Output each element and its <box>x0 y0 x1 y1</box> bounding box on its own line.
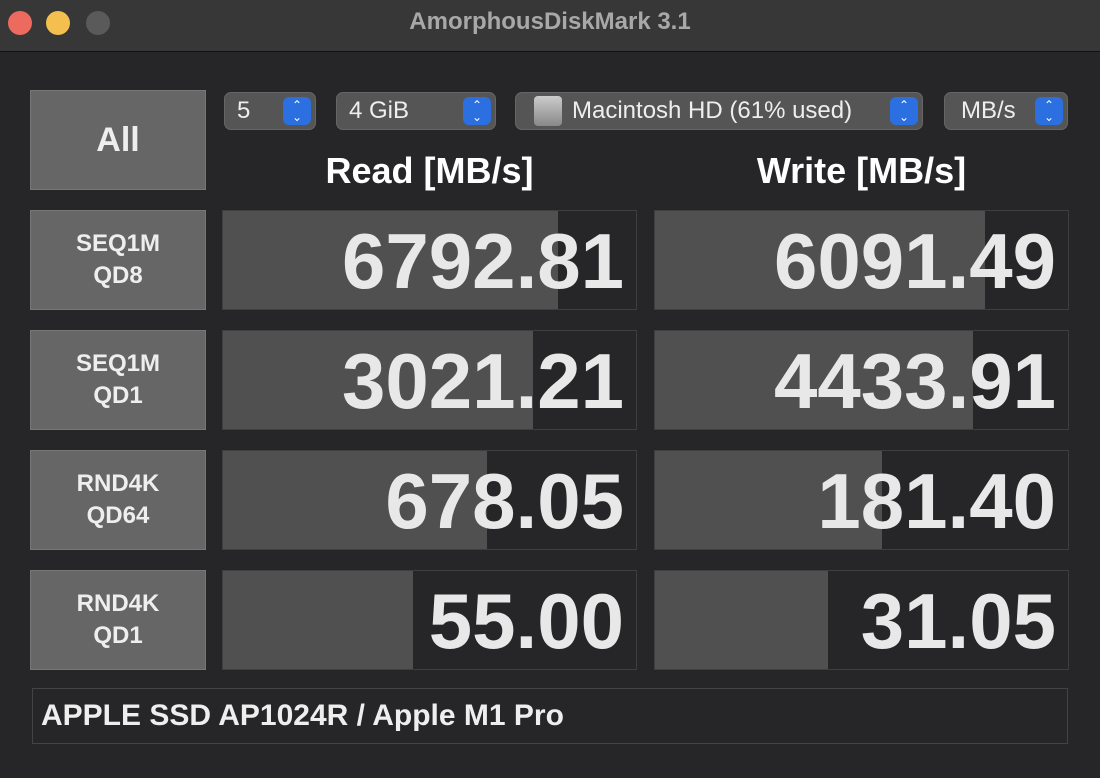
read-bar <box>223 331 533 429</box>
stepper-icon: ⌃ ⌄ <box>1035 97 1063 125</box>
zoom-button[interactable] <box>86 11 110 35</box>
close-button[interactable] <box>8 11 32 35</box>
read-bar <box>223 451 488 549</box>
unit-select[interactable]: MB/s ⌃ ⌄ <box>944 92 1068 130</box>
test-button-0[interactable]: SEQ1M QD8 <box>30 210 206 310</box>
read-result: 678.05 <box>222 450 637 550</box>
all-label: All <box>96 120 140 159</box>
stepper-icon: ⌃ ⌄ <box>890 97 918 125</box>
write-result: 6091.49 <box>654 210 1069 310</box>
write-bar <box>655 211 986 309</box>
write-value: 31.05 <box>860 577 1056 665</box>
read-bar <box>223 211 558 309</box>
test-button-2[interactable]: RND4K QD64 <box>30 450 206 550</box>
write-bar <box>655 331 973 429</box>
read-value: 55.00 <box>428 577 624 665</box>
test-name: RND4K <box>76 470 160 497</box>
all-button[interactable]: All <box>30 90 206 190</box>
write-value: 4433.91 <box>774 337 1056 425</box>
test-queue-depth: QD64 <box>86 502 150 529</box>
write-result: 4433.91 <box>654 330 1069 430</box>
drive-select[interactable]: Macintosh HD (61% used) ⌃ ⌄ <box>515 92 923 130</box>
write-value: 181.40 <box>817 457 1056 545</box>
read-value: 3021.21 <box>342 337 624 425</box>
write-bar <box>655 571 829 669</box>
read-result: 6792.81 <box>222 210 637 310</box>
test-button-3[interactable]: RND4K QD1 <box>30 570 206 670</box>
write-bar <box>655 451 883 549</box>
test-queue-depth: QD1 <box>93 382 143 409</box>
test-button-1[interactable]: SEQ1M QD1 <box>30 330 206 430</box>
read-value: 6792.81 <box>342 217 624 305</box>
test-name: SEQ1M <box>75 350 161 377</box>
read-value: 678.05 <box>385 457 624 545</box>
unit-value: MB/s <box>961 97 1016 124</box>
read-result: 55.00 <box>222 570 637 670</box>
stepper-icon: ⌃ ⌄ <box>463 97 491 125</box>
read-bar <box>223 571 413 669</box>
size-value: 4 GiB <box>349 97 410 124</box>
stepper-icon: ⌃ ⌄ <box>283 97 311 125</box>
drive-value: Macintosh HD (61% used) <box>572 97 853 124</box>
write-value: 6091.49 <box>774 217 1056 305</box>
minimize-button[interactable] <box>46 11 70 35</box>
hard-drive-icon <box>534 96 562 126</box>
write-header: Write [MB/s] <box>756 150 967 191</box>
count-value: 5 <box>237 97 251 124</box>
count-select[interactable]: 5 ⌃ ⌄ <box>224 92 316 130</box>
test-name: RND4K <box>76 590 160 617</box>
write-result: 181.40 <box>654 450 1069 550</box>
read-header: Read [MB/s] <box>325 150 534 191</box>
size-select[interactable]: 4 GiB ⌃ ⌄ <box>336 92 496 130</box>
title-bar: AmorphousDiskMark 3.1 <box>0 0 1100 52</box>
read-result: 3021.21 <box>222 330 637 430</box>
test-name: SEQ1M <box>75 230 161 257</box>
write-result: 31.05 <box>654 570 1069 670</box>
test-queue-depth: QD8 <box>93 262 143 289</box>
test-queue-depth: QD1 <box>93 622 143 649</box>
device-info: APPLE SSD AP1024R / Apple M1 Pro <box>32 688 1068 744</box>
window-title: AmorphousDiskMark 3.1 <box>409 8 691 35</box>
